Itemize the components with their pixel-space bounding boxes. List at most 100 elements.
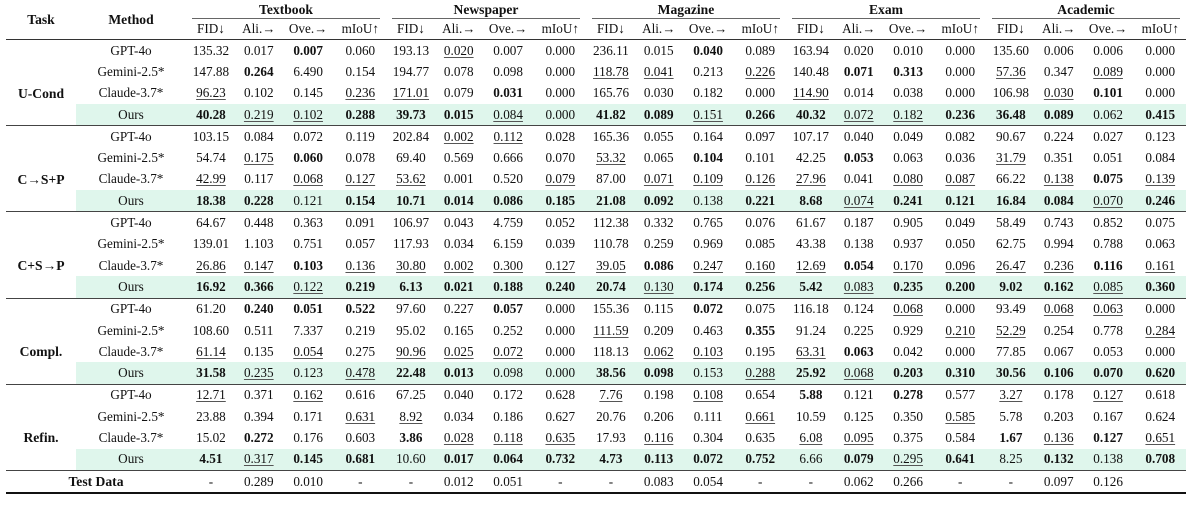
value-cell: 0.651 (1135, 427, 1186, 448)
value-cell: 0.116 (1082, 255, 1135, 276)
value-cell: 135.32 (186, 40, 236, 62)
value-cell: 0.067 (1036, 341, 1082, 362)
value-text: 0.095 (843, 429, 874, 445)
value-text: 0.121 (843, 387, 874, 403)
value-text: 54.74 (196, 150, 226, 166)
value-text: 0.929 (893, 322, 923, 338)
value-cell: 106.97 (385, 211, 436, 234)
value-text: 0.147 (243, 257, 274, 273)
value-text: 0.254 (1043, 322, 1074, 338)
value-text: 0.006 (1043, 42, 1074, 58)
value-text: 0.350 (893, 408, 923, 424)
value-text: 0.347 (1043, 63, 1074, 79)
value-cell: 6.13 (385, 276, 436, 299)
value-cell: 111.59 (586, 320, 636, 341)
value-cell: 27.96 (786, 169, 836, 190)
value-cell: 0.063 (1081, 297, 1135, 320)
value-text: 8.25 (999, 451, 1023, 467)
value-cell: 193.13 (386, 40, 436, 62)
value-cell: 0.025 (436, 341, 482, 362)
value-cell: 0.929 (882, 320, 935, 341)
value-cell: 0.186 (482, 406, 535, 427)
method-label: Ours (76, 448, 186, 471)
value-text: 140.48 (792, 63, 830, 79)
value-cell: 93.49 (985, 297, 1036, 320)
value-cell: 77.85 (986, 341, 1036, 362)
value-text: 0.272 (243, 429, 274, 445)
value-text: 0.618 (1145, 387, 1176, 403)
value-text: 17.93 (596, 429, 626, 445)
value-text: 0.628 (545, 387, 576, 403)
table-row: U-Cond GPT-4o 135.32 0.017 0.007 0.060 193.13 0… (6, 40, 1186, 101)
value-text: 107.17 (792, 128, 830, 144)
value-cell: 0.041 (836, 169, 882, 190)
group-header-magazine: Magazine (586, 0, 786, 19)
value-text: 0.040 (843, 128, 874, 144)
value-cell: 0.304 (682, 427, 735, 448)
value-text: 0.084 (493, 106, 523, 122)
value-cell: 0.969 (682, 234, 735, 255)
value-cell: 0.013 (435, 362, 482, 385)
value-text: 61.20 (196, 301, 226, 317)
value-text: 0.288 (345, 106, 376, 122)
value-text: 0.112 (493, 128, 523, 144)
value-cell: 171.01 (386, 83, 436, 104)
value-text: 0.145 (293, 451, 323, 467)
value-text: 0.620 (1145, 365, 1176, 381)
value-text: 0.138 (1043, 171, 1074, 187)
value-text: 0.027 (1093, 128, 1123, 144)
method-label: Gemini-2.5* (97, 322, 165, 338)
value-text: 0.000 (1145, 301, 1176, 317)
value-text: 0.086 (493, 192, 523, 208)
value-cell: 0.065 (636, 147, 682, 168)
value-text: 117.93 (393, 236, 429, 252)
value-text: 0.000 (945, 42, 976, 58)
value-cell: 0.121 (281, 190, 335, 212)
value-cell: 4.51 (186, 448, 236, 471)
test-data-row: Test Data -0.289 0.010- -0.012 0.051- -0.083 0… (6, 469, 1186, 495)
value-cell: 0.010 (281, 469, 335, 495)
value-text: 0.511 (244, 322, 274, 338)
value-cell: 0.054 (681, 469, 735, 495)
value-cell: 0.360 (1134, 276, 1186, 299)
value-text: 0.355 (745, 322, 776, 338)
value-text: 41.82 (596, 106, 626, 122)
value-cell: 0.084 (1135, 147, 1186, 168)
value-text: 22.48 (396, 365, 426, 381)
value-text: 0.127 (1093, 429, 1123, 445)
value-cell: 61.20 (186, 297, 236, 320)
value-text: 1.67 (999, 429, 1023, 445)
metric-header-row: FID↓ Ali.→ Ove.→ mIoU↑ FID↓ Ali.→ Ove.→ mIoU↑ FI… (6, 19, 1186, 40)
value-text: 0.153 (693, 365, 723, 381)
value-text: 0.206 (643, 408, 674, 424)
value-text: 0.104 (693, 150, 723, 166)
value-text: 0.154 (345, 192, 376, 208)
value-cell: - (534, 469, 586, 495)
value-text: 0.478 (345, 365, 376, 381)
value-text: 0.641 (945, 451, 976, 467)
value-text: 0.252 (493, 322, 523, 338)
value-text: 26.86 (196, 257, 226, 273)
value-text: 0.236 (345, 85, 376, 101)
value-text: 106.98 (992, 85, 1029, 101)
value-cell: 0.272 (236, 427, 282, 448)
value-cell: 0.103 (282, 255, 335, 276)
value-cell: 0.164 (681, 125, 735, 148)
value-text: 0.174 (693, 278, 723, 294)
value-cell: 30.80 (386, 255, 436, 276)
value-cell: 0.072 (482, 341, 535, 362)
value-text: 0.118 (493, 429, 523, 445)
value-text: 165.76 (592, 85, 630, 101)
value-text: 194.77 (392, 63, 430, 79)
value-text: 6.159 (493, 236, 523, 252)
table-row: Refin. GPT-4o 12.71 0.371 0.162 0.616 67.25 0.0… (6, 383, 1186, 471)
value-cell: 0.051 (1082, 147, 1135, 168)
method-label: GPT-4o (110, 42, 152, 58)
value-text: 163.94 (792, 42, 830, 58)
value-cell: 57.36 (986, 61, 1036, 82)
value-cell: 0.054 (836, 255, 882, 276)
value-text: 7.76 (599, 387, 623, 403)
value-cell: 0.041 (636, 61, 682, 82)
value-text: 0.171 (293, 408, 323, 424)
value-cell: 0.121 (835, 383, 882, 407)
